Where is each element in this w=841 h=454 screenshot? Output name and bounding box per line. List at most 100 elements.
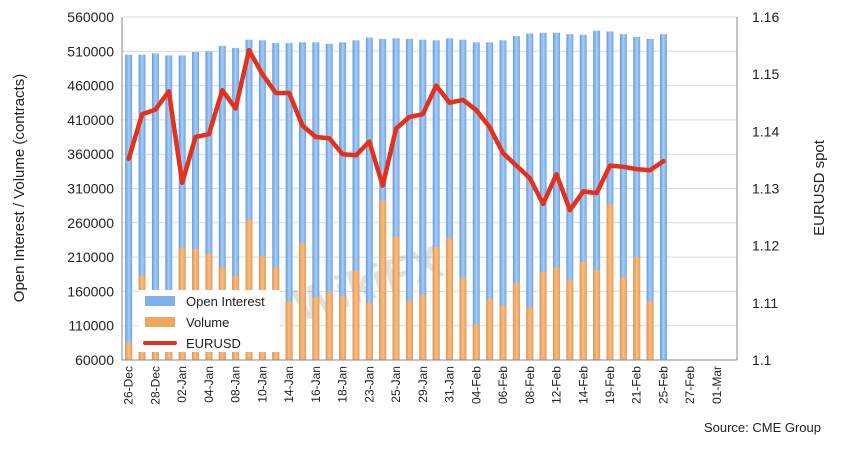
open-interest-bar xyxy=(365,37,373,360)
y-left-tick-label: 560000 xyxy=(67,9,114,25)
x-tick-labels: 26-Dec 28-Dec 02-Jan 04-Jan 08-Jan 10-Jan 14-J… xyxy=(122,366,724,405)
volume-bar xyxy=(419,294,427,360)
volume-bar xyxy=(472,324,480,360)
open-interest-bar xyxy=(432,40,440,360)
volume-bar xyxy=(379,200,387,360)
x-tick-label: 02-Jan xyxy=(175,366,189,403)
x-tick-label: 06-Feb xyxy=(496,366,510,404)
x-tick-label: 14-Jan xyxy=(282,366,296,403)
volume-bar xyxy=(486,298,494,360)
y-left-tick-label: 110000 xyxy=(68,318,114,334)
axes xyxy=(121,17,738,361)
open-interest-bar xyxy=(299,42,306,361)
x-tick-label: 04-Jan xyxy=(202,366,216,403)
volume-bar xyxy=(606,204,614,360)
legend: Open Interest Volume EURUSD xyxy=(138,290,280,352)
x-tick-label: 16-Jan xyxy=(309,366,323,403)
open-interest-bar xyxy=(312,42,320,361)
open-interest-bar xyxy=(446,38,454,361)
open-interest-bar xyxy=(258,40,266,360)
y-left-tick-label: 260000 xyxy=(67,215,114,231)
volume-bar xyxy=(392,236,400,360)
y-left-tick-label: 160000 xyxy=(67,283,114,299)
y-right-tick-label: 1.11 xyxy=(752,295,778,311)
volume-bar xyxy=(593,270,601,360)
open-interest-bar xyxy=(512,36,520,360)
open-interest-bar xyxy=(405,38,413,361)
legend-swatch-volume xyxy=(145,317,175,327)
volume-bar xyxy=(405,301,413,360)
x-tick-label: 29-Jan xyxy=(416,366,430,403)
y-left-tick-label: 460000 xyxy=(67,78,114,94)
y-axis-right-label: EURUSD spot xyxy=(811,139,828,236)
volume-bar xyxy=(566,279,574,360)
x-tick-label: 04-Feb xyxy=(469,366,483,404)
y-right-tick-labels: 1.1 1.11 1.12 1.13 1.14 1.15 1.16 xyxy=(752,9,779,368)
open-interest-bar xyxy=(218,45,226,360)
volume-bar xyxy=(352,270,360,360)
open-interest-bar xyxy=(499,40,507,360)
x-tick-label: 12-Feb xyxy=(550,366,564,404)
volume-bar xyxy=(325,292,333,360)
y-right-tick-label: 1.14 xyxy=(752,123,779,139)
open-interest-bar xyxy=(633,36,641,360)
x-tick-label: 18-Jan xyxy=(336,366,350,403)
open-interest-bar xyxy=(178,55,186,360)
volume-bar xyxy=(553,267,560,360)
volume-bar xyxy=(646,301,654,360)
open-interest-bar xyxy=(339,42,347,361)
volume-bar xyxy=(285,301,293,360)
x-tick-label: 26-Dec xyxy=(122,366,136,405)
volume-bar xyxy=(579,261,587,360)
legend-label-open-interest: Open Interest xyxy=(186,294,265,309)
eurusd-line xyxy=(126,47,666,213)
legend-label-eurusd: EURUSD xyxy=(186,336,241,351)
open-interest-bar xyxy=(472,42,480,361)
y-left-tick-label: 510000 xyxy=(67,43,114,59)
open-interest-bar xyxy=(579,34,587,360)
open-interest-bar xyxy=(138,54,146,360)
open-interest-bar xyxy=(125,54,133,360)
y-left-tick-label: 410000 xyxy=(67,112,114,128)
open-interest-bar xyxy=(352,40,360,360)
volume-bar xyxy=(539,272,547,360)
y-right-tick-label: 1.16 xyxy=(752,9,779,25)
open-interest-bar xyxy=(192,51,200,361)
x-tick-label: 08-Jan xyxy=(229,366,243,403)
open-interest-bar xyxy=(553,32,560,360)
open-interest-bar xyxy=(285,43,293,361)
volume-bar xyxy=(633,257,641,360)
x-tick-label: 23-Jan xyxy=(362,366,376,403)
open-interest-bar xyxy=(539,32,547,360)
open-interest-bar xyxy=(205,51,213,361)
y-right-tick-label: 1.13 xyxy=(752,181,779,197)
x-tick-label: 10-Jan xyxy=(255,366,269,403)
x-tick-label: 21-Feb xyxy=(630,366,644,404)
open-interest-bar xyxy=(659,34,667,361)
open-interest-bar xyxy=(606,31,614,360)
open-interest-bar xyxy=(151,53,159,360)
eurusd-series xyxy=(126,47,666,213)
volume-bar xyxy=(312,296,320,360)
legend-label-volume: Volume xyxy=(186,315,229,330)
open-interest-bar xyxy=(526,33,534,361)
x-tick-label: 25-Jan xyxy=(389,366,403,403)
y-right-tick-label: 1.15 xyxy=(752,66,779,82)
open-interest-bar xyxy=(379,38,387,361)
open-interest-bar xyxy=(232,47,240,361)
y-left-tick-label: 310000 xyxy=(67,181,114,197)
y-left-tick-labels: 60000 110000 160000 210000 260000 310000 36000… xyxy=(67,9,114,368)
source-note: Source: CME Group xyxy=(703,420,821,435)
x-tick-label: 14-Feb xyxy=(576,366,590,404)
x-tick-label: 08-Feb xyxy=(523,366,537,404)
open-interest-bar xyxy=(272,43,280,361)
x-tick-label: 31-Jan xyxy=(443,366,457,403)
y-left-tick-label: 60000 xyxy=(75,352,114,368)
open-interest-bar xyxy=(459,39,467,360)
x-tick-label: 01-Mar xyxy=(710,366,724,404)
y-right-tick-label: 1.1 xyxy=(752,352,772,368)
open-interest-bar xyxy=(566,34,574,361)
y-axis-left-label: Open Interest / Volume (contracts) xyxy=(11,74,28,302)
